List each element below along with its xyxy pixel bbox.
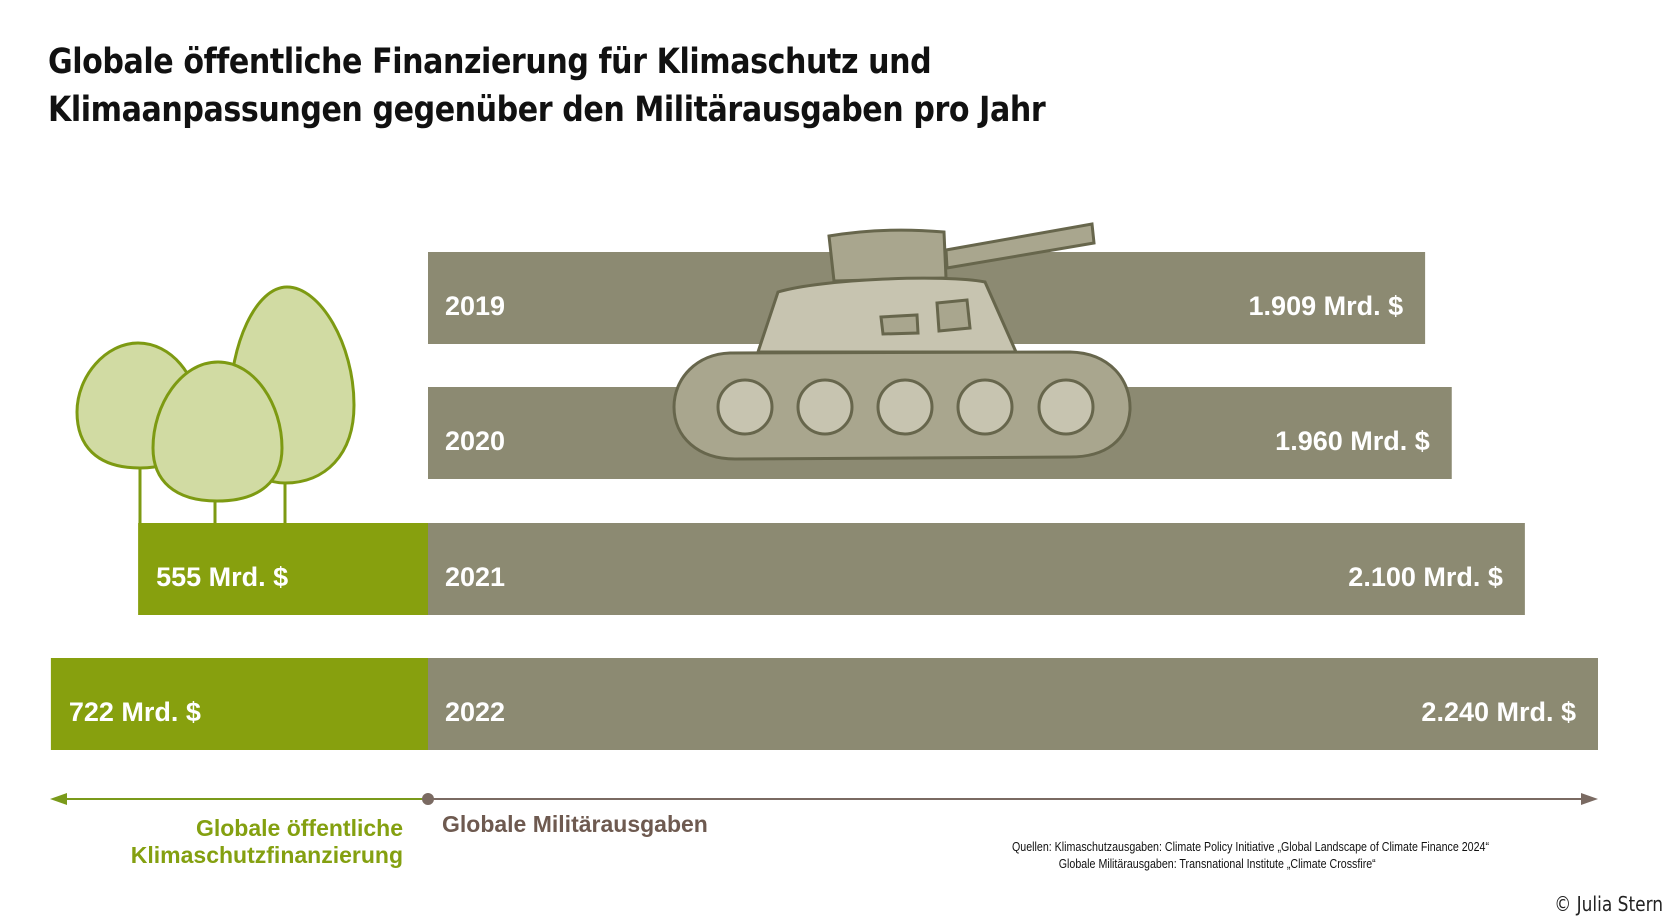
chart-title: Globale öffentliche Finanzierung für Kli… [48, 38, 1046, 134]
climate-value-label-2022: 722 Mrd. $ [69, 697, 201, 727]
chart-title-line-2: Klimaanpassungen gegenüber den Militärau… [48, 90, 1046, 130]
sources-line-1: Quellen: Klimaschutzausgaben: Climate Po… [1012, 839, 1489, 854]
military-value-label-2019: 1.909 Mrd. $ [1249, 291, 1404, 321]
military-value-label-2021: 2.100 Mrd. $ [1348, 562, 1503, 592]
climate-bar-2022 [50, 658, 428, 750]
year-label-2020: 2020 [445, 426, 505, 456]
axis-label-military: Globale Militärausgaben [442, 811, 708, 837]
year-label-2022: 2022 [445, 697, 505, 727]
chart-title-line-1: Globale öffentliche Finanzierung für Kli… [48, 42, 932, 82]
sources-line-2: Globale Militärausgaben: Transnational I… [1058, 856, 1376, 871]
tank-icon [672, 222, 1132, 461]
axis [50, 793, 1598, 805]
axis-label-climate-line-1: Globale öffentliche [195, 815, 403, 841]
year-label-2021: 2021 [445, 562, 505, 592]
military-value-label-2022: 2.240 Mrd. $ [1421, 697, 1576, 727]
copyright: © Julia Stern [1554, 892, 1663, 916]
axis-label-climate: Globale öffentliche Klimaschutzfinanzier… [0, 815, 403, 869]
military-bar-2021 [428, 523, 1525, 615]
climate-value-label-2021: 555 Mrd. $ [156, 562, 288, 592]
tree-icon [75, 285, 356, 525]
military-bar-2022 [428, 658, 1598, 750]
sources: Quellen: Klimaschutzausgaben: Climate Po… [1012, 838, 1489, 872]
axis-label-climate-line-2: Klimaschutzfinanzierung [130, 842, 403, 868]
military-value-label-2020: 1.960 Mrd. $ [1275, 426, 1430, 456]
climate-bar-2021 [138, 523, 428, 615]
year-label-2019: 2019 [445, 291, 505, 321]
